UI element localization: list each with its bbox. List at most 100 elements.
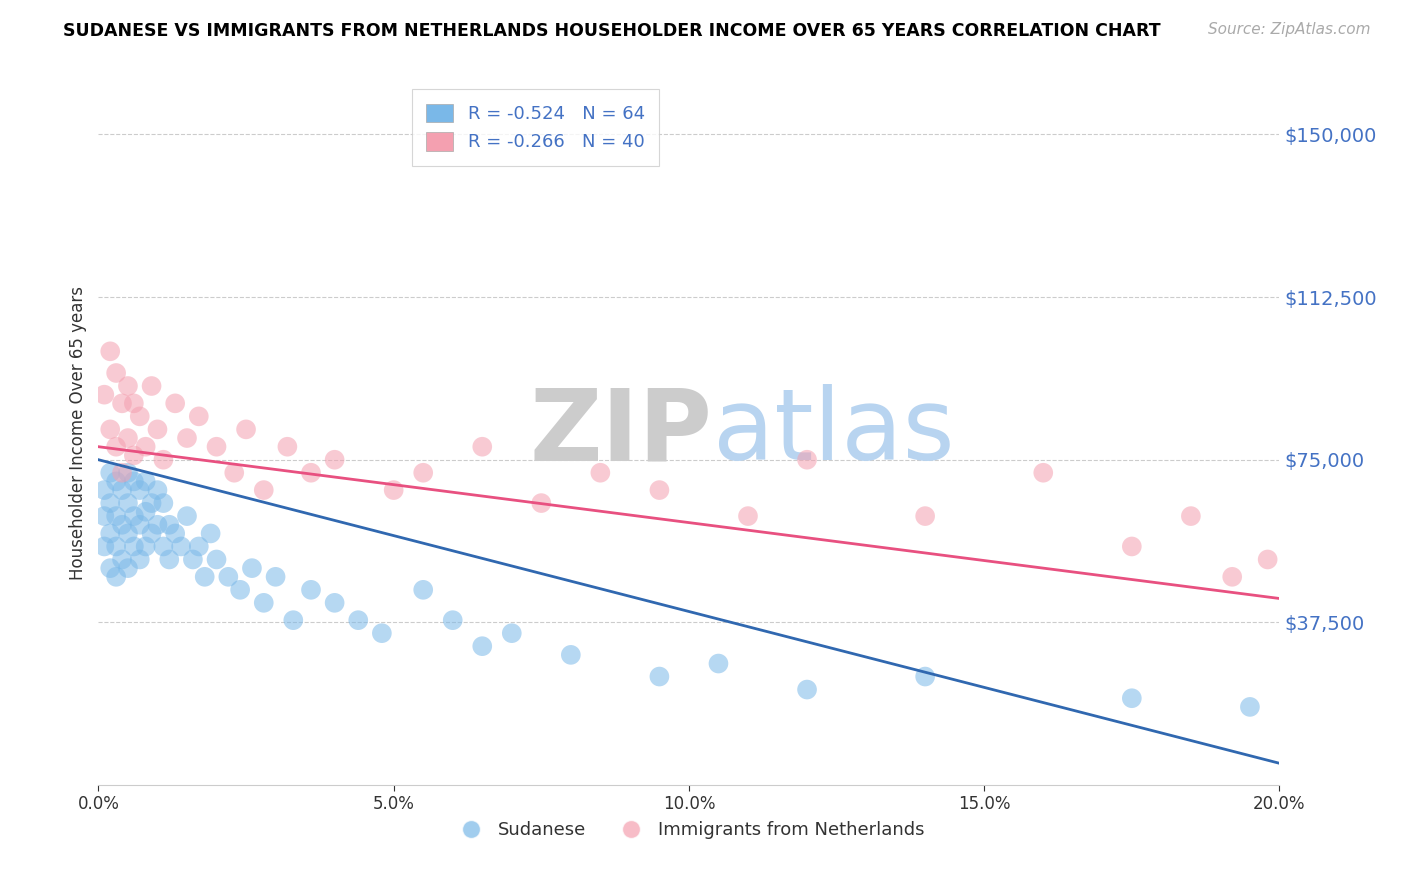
Point [93,483,115,497]
Point [264,570,287,584]
Point [157,552,180,566]
Point [105,475,128,489]
Point [205,552,228,566]
Point [105,509,128,524]
Text: SUDANESE VS IMMIGRANTS FROM NETHERLANDS HOUSEHOLDER INCOME OVER 65 YEARS CORRELA: SUDANESE VS IMMIGRANTS FROM NETHERLANDS … [63,22,1161,40]
Point [1239,699,1261,714]
Point [93,540,115,554]
Point [560,648,582,662]
Point [122,540,145,554]
Point [176,431,198,445]
Point [371,626,394,640]
Point [165,526,187,541]
Point [157,517,180,532]
Point [98,422,121,436]
Point [117,496,139,510]
Point [93,509,115,524]
Point [141,496,163,510]
Point [135,505,157,519]
Point [93,387,115,401]
Point [111,466,134,480]
Point [323,596,346,610]
Point [1220,570,1243,584]
Point [200,526,222,541]
Point [122,509,145,524]
Point [589,466,612,480]
Point [128,483,150,497]
Point [135,540,157,554]
Point [1121,540,1143,554]
Point [235,422,257,436]
Point [471,639,494,653]
Point [194,570,217,584]
Point [117,431,139,445]
Point [181,552,204,566]
Point [648,669,671,683]
Point [176,509,198,524]
Point [187,409,209,424]
Point [382,483,405,497]
Point [1257,552,1279,566]
Point [1180,509,1202,524]
Point [117,466,139,480]
Text: ZIP: ZIP [530,384,713,481]
Point [412,582,434,597]
Point [98,496,121,510]
Point [707,657,730,671]
Point [170,540,193,554]
Point [128,517,150,532]
Point [117,526,139,541]
Point [299,582,322,597]
Point [122,475,145,489]
Point [146,422,169,436]
Point [224,466,246,480]
Point [128,409,150,424]
Point [111,552,134,566]
Point [111,396,134,410]
Point [205,440,228,454]
Point [98,466,121,480]
Point [441,613,464,627]
Point [128,552,150,566]
Point [98,344,121,359]
Point [648,483,671,497]
Point [117,561,139,575]
Legend: Sudanese, Immigrants from Netherlands: Sudanese, Immigrants from Netherlands [446,814,932,847]
Point [796,682,818,697]
Point [111,517,134,532]
Point [471,440,494,454]
Point [165,396,187,410]
Point [141,526,163,541]
Point [141,379,163,393]
Point [146,483,169,497]
Point [299,466,322,480]
Point [98,561,121,575]
Point [240,561,263,575]
Point [501,626,523,640]
Point [98,526,121,541]
Point [1121,691,1143,706]
Point [283,613,305,627]
Point [135,475,157,489]
Point [253,483,276,497]
Point [229,582,252,597]
Point [135,440,157,454]
Point [152,496,174,510]
Point [187,540,209,554]
Point [111,483,134,497]
Y-axis label: Householder Income Over 65 years: Householder Income Over 65 years [69,285,87,580]
Point [146,517,169,532]
Point [914,669,936,683]
Point [276,440,298,454]
Point [253,596,276,610]
Point [217,570,239,584]
Point [796,452,818,467]
Point [152,540,174,554]
Text: atlas: atlas [713,384,955,481]
Point [323,452,346,467]
Point [105,440,128,454]
Point [105,366,128,380]
Point [412,466,434,480]
Point [117,379,139,393]
Point [105,570,128,584]
